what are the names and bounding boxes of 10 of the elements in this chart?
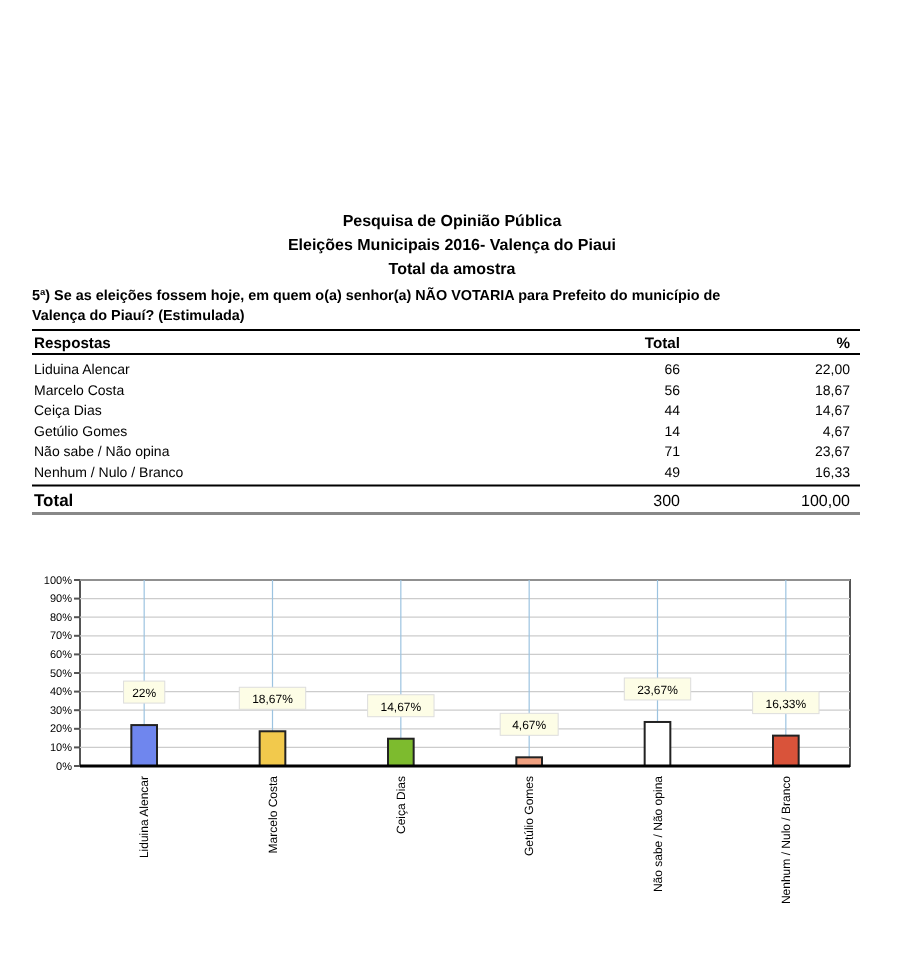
bar <box>258 730 287 767</box>
text: Pesquisa de Opinião Pública <box>342 212 563 230</box>
bar <box>772 734 800 767</box>
text: 100,00 <box>801 491 850 510</box>
text: Eleições Municipais 2016- Valença do Piaui <box>287 236 617 254</box>
bar <box>387 737 415 767</box>
bar <box>130 724 158 767</box>
text: Total <box>34 489 74 510</box>
text: 300 <box>653 491 680 510</box>
text: Total da amostra <box>388 260 517 278</box>
